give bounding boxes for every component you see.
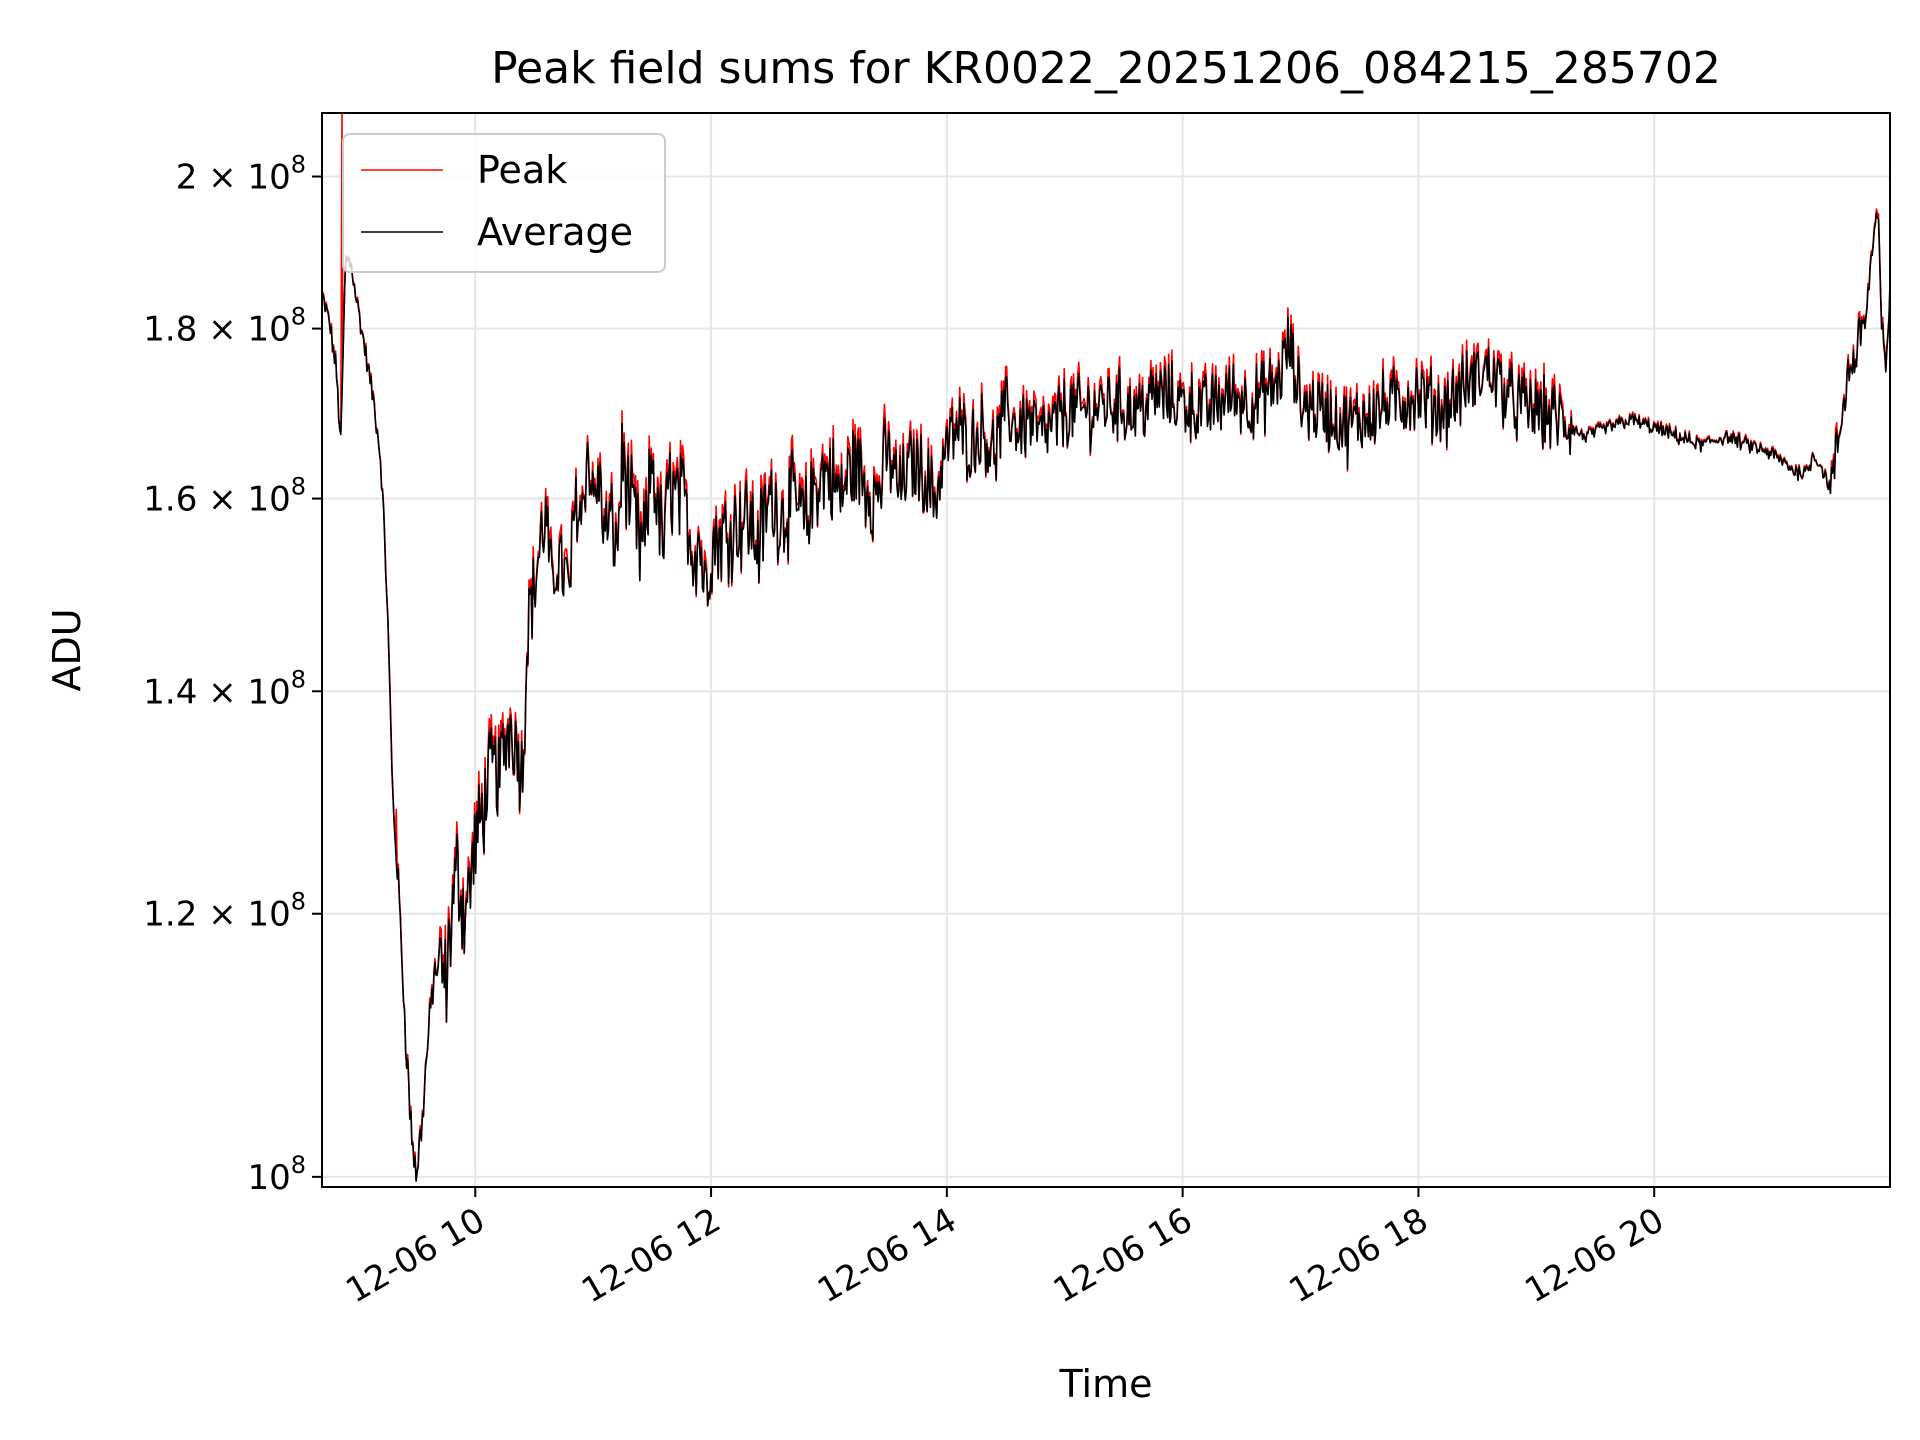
legend-label-peak: Peak — [477, 148, 567, 192]
x-axis-label: Time — [1059, 1362, 1153, 1406]
series-line-average — [322, 212, 1890, 1182]
y-tick-label: 2 × 108 — [176, 151, 306, 198]
y-tick-label: 1.4 × 108 — [143, 665, 306, 712]
y-tick-label: 1.2 × 108 — [143, 888, 306, 935]
legend-label-average: Average — [477, 210, 633, 254]
grid-lines — [322, 113, 1890, 1187]
y-axis-label: ADU — [45, 608, 89, 691]
legend-box — [342, 133, 666, 273]
legend: Peak Average — [342, 133, 666, 273]
y-tick-label: 108 — [247, 1151, 306, 1198]
plot-frame — [321, 112, 1891, 1188]
chart-title: Peak field sums for KR0022_20251206_0842… — [491, 43, 1721, 94]
y-axis: 108 1.2 × 108 1.4 × 108 1.6 × 108 1.8 × 108 2… — [143, 151, 322, 1198]
y-tick-label: 1.6 × 108 — [143, 473, 306, 520]
y-tick-label: 1.8 × 108 — [143, 303, 306, 350]
plot-area — [322, 113, 1890, 1182]
